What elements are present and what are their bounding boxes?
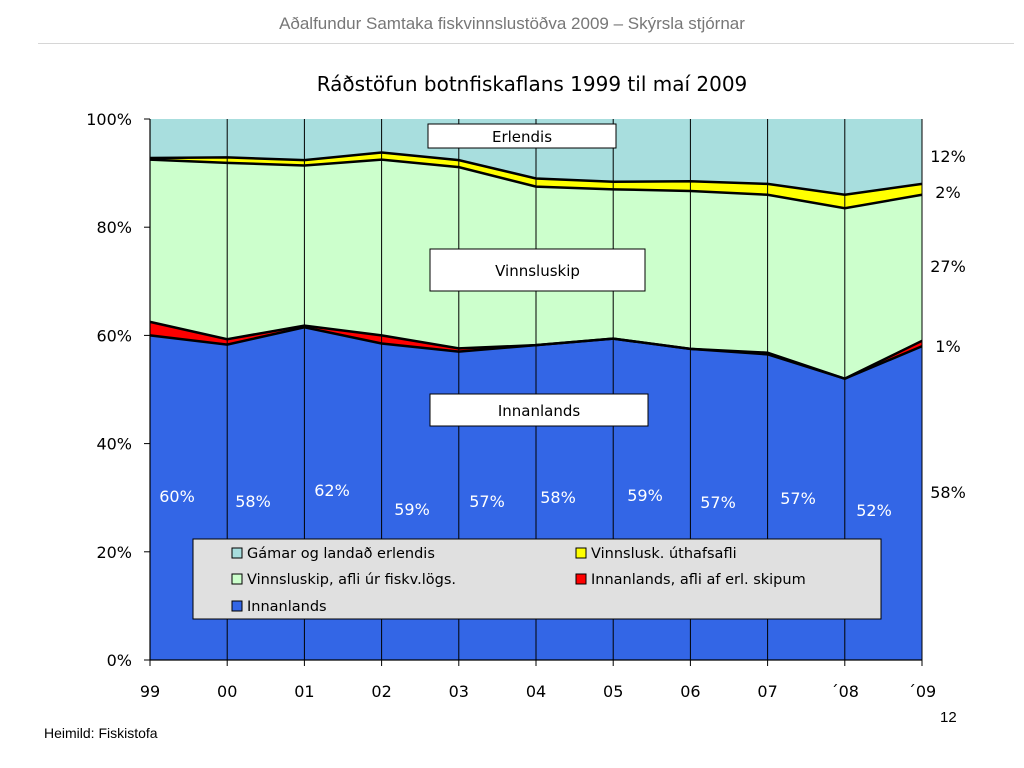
value-label: 57%	[469, 492, 505, 511]
legend-label-vinnsluskip: Vinnsluskip, afli úr fiskv.lögs.	[247, 572, 456, 588]
region-label: Innanlands	[498, 402, 581, 420]
region-label: Erlendis	[492, 128, 552, 146]
value-label: 60%	[159, 487, 195, 506]
x-tick-label: ´09	[908, 682, 936, 701]
legend-label-gamar: Gámar og landað erlendis	[247, 546, 435, 562]
x-tick-label: ´08	[831, 682, 859, 701]
y-tick-label: 60%	[96, 326, 132, 345]
right-share-label: 1%	[935, 337, 960, 356]
legend-swatch-innanlands	[231, 600, 243, 612]
x-tick-label: 05	[603, 682, 623, 701]
region-label: Vinnsluskip	[495, 262, 580, 280]
y-tick-label: 0%	[107, 651, 132, 670]
legend-label-uthafsafli: Vinnslusk. úthafsafli	[591, 546, 737, 562]
y-tick-label: 40%	[96, 435, 132, 454]
x-tick-label: 04	[526, 682, 546, 701]
value-label: 58%	[540, 488, 576, 507]
legend-swatch-uthafsafli	[575, 547, 587, 559]
value-label: 59%	[394, 500, 430, 519]
legend-label-erlendis_skip: Innanlands, afli af erl. skipum	[591, 572, 806, 588]
source-note: Heimild: Fiskistofa	[44, 725, 158, 741]
legend-box	[192, 538, 882, 620]
chart-title: Ráðstöfun botnfiskaflans 1999 til maí 20…	[316, 72, 748, 96]
legend-swatch-erlendis_skip	[575, 573, 587, 585]
right-share-label: 58%	[930, 483, 966, 502]
x-tick-label: 99	[140, 682, 160, 701]
header-divider	[38, 43, 1014, 44]
legend-swatch-vinnsluskip	[231, 573, 243, 585]
y-tick-label: 100%	[86, 110, 132, 129]
legend-swatch-gamar	[231, 547, 243, 559]
value-label: 57%	[700, 493, 736, 512]
y-tick-label: 20%	[96, 543, 132, 562]
slide-header: Aðalfundur Samtaka fiskvinnslustöðva 200…	[279, 14, 745, 33]
x-tick-label: 00	[217, 682, 237, 701]
x-tick-label: 06	[680, 682, 700, 701]
value-label: 62%	[314, 481, 350, 500]
value-label: 58%	[235, 492, 271, 511]
page-number: 12	[940, 709, 957, 726]
value-label: 52%	[856, 501, 892, 520]
x-tick-label: 07	[757, 682, 777, 701]
region-label-box	[429, 393, 649, 427]
region-label-box	[427, 123, 617, 149]
region-label-box	[429, 248, 646, 292]
value-label: 59%	[627, 486, 663, 505]
right-share-label: 12%	[930, 147, 966, 166]
right-share-label: 2%	[935, 183, 960, 202]
x-tick-label: 01	[294, 682, 314, 701]
value-label: 57%	[780, 489, 816, 508]
x-tick-label: 03	[449, 682, 469, 701]
legend-label-innanlands: Innanlands	[247, 599, 327, 615]
x-tick-label: 02	[371, 682, 391, 701]
y-tick-label: 80%	[96, 218, 132, 237]
right-share-label: 27%	[930, 257, 966, 276]
